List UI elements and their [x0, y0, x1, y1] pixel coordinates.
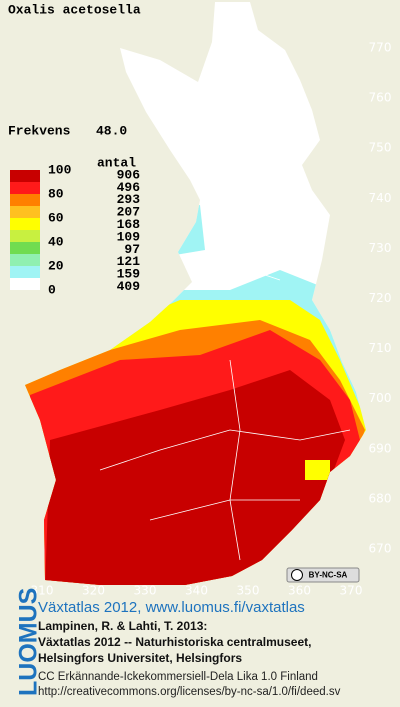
- legend-swatch: [10, 194, 40, 206]
- x-tick-label: 330: [134, 584, 157, 598]
- license: CC Erkännande-Ickekommersiell-Dela Lika …: [38, 671, 318, 683]
- legend-count: 109: [117, 229, 141, 244]
- legend-count: 121: [117, 254, 141, 269]
- legend-swatch: [10, 218, 40, 230]
- citation: Lampinen, R. & Lahti, T. 2013:: [38, 619, 207, 633]
- legend-scale-label: 100: [48, 162, 72, 177]
- legend-count: 97: [124, 242, 140, 257]
- legend-scale-label: 0: [48, 282, 56, 297]
- citation: Växtatlas 2012 -- Naturhistoriska centra…: [38, 635, 311, 649]
- legend-count: 496: [117, 180, 141, 195]
- x-tick-label: 370: [340, 584, 363, 598]
- axis-ticks: 310 320 330 340 350 360 370 770 760 750 740 730 720 7…: [31, 41, 392, 598]
- legend-swatch: [10, 230, 40, 242]
- y-tick-label: 770: [369, 41, 392, 55]
- atlas-link[interactable]: Växtatlas 2012, www.luomus.fi/vaxtatlas: [38, 599, 305, 616]
- legend-swatch: [10, 254, 40, 266]
- legend-count: 906: [117, 167, 141, 182]
- y-tick-label: 680: [369, 491, 392, 505]
- logo: LUOMUS: [15, 588, 43, 696]
- license-url[interactable]: http://creativecommons.org/licenses/by-n…: [38, 686, 341, 698]
- frequency-value: 48.0: [96, 123, 127, 138]
- species-title: Oxalis acetosella: [8, 2, 141, 17]
- cc-badge: [286, 567, 360, 583]
- y-tick-label: 690: [369, 441, 392, 455]
- frequency-label: Frekvens: [8, 123, 71, 138]
- legend-count: 293: [117, 192, 141, 207]
- x-tick-label: 320: [82, 584, 105, 598]
- x-tick-label: 310: [31, 584, 54, 598]
- legend-swatch: [10, 278, 40, 290]
- y-tick-label: 720: [369, 291, 392, 305]
- region-max: [45, 370, 345, 585]
- y-tick-label: 740: [369, 191, 392, 205]
- legend-count: 159: [117, 267, 141, 282]
- legend-scale-label: 60: [48, 210, 64, 225]
- legend-header: antal: [97, 155, 136, 170]
- legend-count: 168: [117, 217, 141, 232]
- legend-swatch: [10, 242, 40, 254]
- x-tick-label: 340: [185, 584, 208, 598]
- legend-scale-label: 40: [48, 234, 64, 249]
- region-mid: [305, 460, 330, 480]
- y-tick-label: 700: [369, 391, 392, 405]
- x-tick-label: 350: [237, 584, 260, 598]
- legend-swatch: [10, 170, 40, 182]
- county-borders: [99, 169, 351, 561]
- x-tick-label: 360: [288, 584, 311, 598]
- y-tick-label: 750: [369, 141, 392, 155]
- legend-scale-label: 80: [48, 186, 64, 201]
- badge-text: BY-NC-SA: [309, 571, 348, 580]
- y-tick-label: 670: [369, 542, 392, 556]
- y-tick-label: 710: [369, 341, 392, 355]
- y-tick-label: 760: [369, 91, 392, 105]
- citation: Helsingfors Universitet, Helsingfors: [38, 651, 242, 665]
- legend-swatch: [10, 266, 40, 278]
- legend-scale-label: 20: [48, 258, 64, 273]
- legend-count: 207: [117, 205, 140, 220]
- cc-icon: [291, 569, 303, 581]
- legend-swatch: [10, 182, 40, 194]
- y-tick-label: 730: [369, 241, 392, 255]
- legend-count: 409: [117, 279, 141, 294]
- legend-swatch: [10, 206, 40, 218]
